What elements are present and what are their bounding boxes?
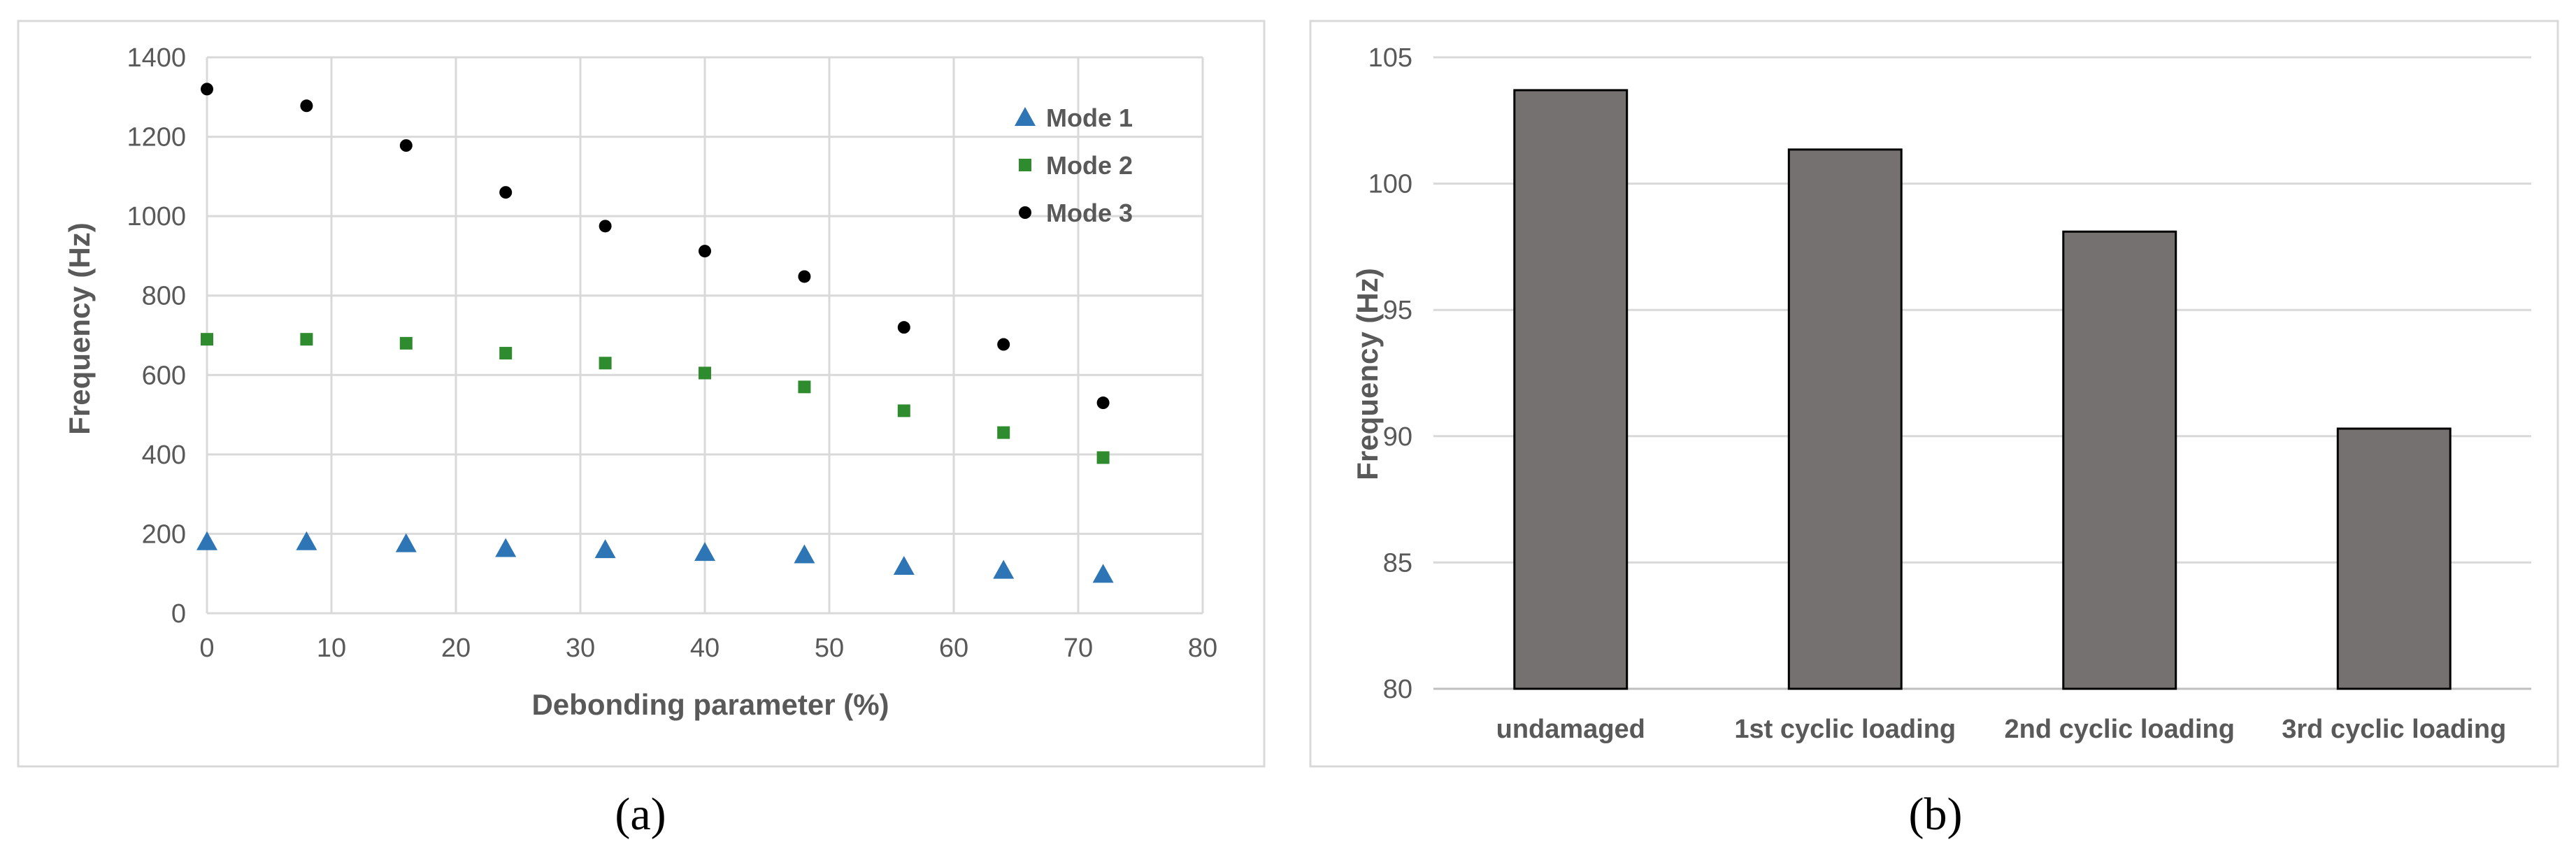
panel-a-point-mode-1 — [495, 538, 517, 557]
panel-a-x-tick-label: 60 — [939, 634, 968, 663]
panel-b-y-tick-label: 85 — [1383, 548, 1412, 578]
panel-a-point-mode-3 — [399, 139, 413, 152]
panel-a-x-tick-label: 80 — [1188, 634, 1217, 663]
panel-a-point-mode-1 — [395, 533, 417, 552]
panel-b-category-label: 3rd cyclic loading — [2282, 715, 2506, 744]
panel-a-point-mode-3 — [499, 186, 513, 199]
panel-a-point-mode-2 — [300, 333, 313, 346]
panel-a-x-tick-label: 50 — [815, 634, 844, 663]
panel-a-y-tick-label: 800 — [142, 282, 186, 311]
panel-a-point-mode-2 — [699, 366, 711, 380]
panel-a-y-tick-label: 400 — [142, 441, 186, 470]
legend-marker-mode-2 — [1019, 159, 1031, 171]
panel-a-point-mode-3 — [798, 270, 811, 283]
panel-a-point-mode-2 — [997, 426, 1010, 439]
panel-a-y-tick-label: 1400 — [127, 43, 186, 73]
panel-a-point-mode-1 — [893, 555, 915, 575]
panel-b-category-labels: undamaged 1st cyclic loading 2nd cyclic lo… — [1496, 715, 2507, 744]
legend-marker-mode-3 — [1019, 206, 1031, 219]
panel-a-x-tick-label: 30 — [566, 634, 595, 663]
panel-a-point-mode-2 — [399, 336, 413, 350]
panel-b-category-label: 1st cyclic loading — [1734, 715, 1956, 744]
panel-a-data-points — [196, 83, 1114, 583]
panel-a-point-mode-1 — [196, 531, 217, 550]
panel-a-y-tick-label: 200 — [142, 520, 186, 549]
panel-a-point-mode-2 — [499, 347, 513, 360]
panel-a-caption: (a) — [615, 789, 666, 840]
legend-label-mode-3: Mode 3 — [1046, 199, 1133, 227]
panel-a: 0 200 400 600 800 1000 1200 1400 0 10 20 30 40 50 60 7… — [17, 20, 1266, 768]
panel-a-point-mode-2 — [201, 333, 213, 346]
panel-b-bars — [1513, 89, 2452, 690]
panel-a-point-mode-1 — [993, 559, 1015, 579]
panel-a-x-tick-label: 20 — [441, 634, 471, 663]
panel-a-point-mode-3 — [997, 338, 1010, 351]
panel-a-x-tick-label: 40 — [690, 634, 720, 663]
panel-b-y-tick-labels: 80 85 90 95 100 105 — [1368, 43, 1412, 704]
panel-a-y-tick-labels: 0 200 400 600 800 1000 1200 1400 — [127, 43, 186, 629]
panel-a-point-mode-3 — [1096, 396, 1110, 410]
panel-b-caption: (b) — [1909, 789, 1963, 840]
panel-a-frame — [17, 20, 1266, 768]
panel-a-y-tick-label: 600 — [142, 361, 186, 390]
panel-a-y-tick-label: 1200 — [127, 123, 186, 152]
panel-a-x-tick-labels: 0 10 20 30 40 50 60 70 80 — [199, 634, 1217, 663]
bar-1 — [1513, 89, 1629, 690]
panel-a-gridlines — [206, 56, 1204, 615]
panel-b-y-tick-label: 80 — [1383, 675, 1412, 704]
panel-a-x-axis-title: Debonding parameter (%) — [531, 688, 889, 721]
panel-a-x-tick-label: 70 — [1064, 634, 1093, 663]
panel-a-point-mode-1 — [794, 544, 815, 564]
panel-a-point-mode-3 — [897, 321, 910, 334]
panel-a-point-mode-1 — [594, 539, 616, 559]
panel-b-category-label: 2nd cyclic loading — [2005, 715, 2235, 744]
bar-3 — [2062, 230, 2177, 690]
legend-label-mode-2: Mode 2 — [1046, 151, 1133, 180]
panel-a-point-mode-2 — [599, 357, 612, 370]
panel-a-point-mode-3 — [699, 245, 711, 258]
bar-4 — [2336, 427, 2452, 690]
panel-b-y-tick-label: 105 — [1368, 43, 1412, 73]
legend-label-mode-1: Mode 1 — [1046, 103, 1133, 132]
panel-b-y-tick-label: 95 — [1383, 296, 1412, 325]
panel-a-point-mode-1 — [1092, 564, 1114, 583]
panel-a-point-mode-2 — [897, 404, 910, 417]
panel-a-x-tick-label: 0 — [199, 634, 214, 663]
panel-b-y-tick-label: 90 — [1383, 422, 1412, 452]
panel-a-point-mode-1 — [694, 542, 715, 562]
panel-a-y-tick-label: 0 — [171, 599, 186, 629]
panel-a-x-tick-label: 10 — [317, 634, 346, 663]
panel-b: 80 85 90 95 100 105 undamaged 1st cyclic loadi… — [1309, 20, 2559, 768]
legend-marker-mode-1 — [1015, 107, 1036, 126]
panel-b-y-tick-label: 100 — [1368, 170, 1412, 199]
bar-2 — [1787, 148, 1903, 690]
panel-a-point-mode-3 — [300, 99, 313, 113]
panel-a-point-mode-2 — [798, 380, 811, 394]
panel-a-point-mode-2 — [1096, 451, 1110, 464]
panel-b-y-axis-title: Frequency (Hz) — [1351, 268, 1384, 480]
panel-a-point-mode-3 — [201, 83, 213, 96]
panel-a-legend: Mode 1 Mode 2 Mode 3 — [1015, 103, 1133, 227]
panel-a-y-axis-title: Frequency (Hz) — [63, 222, 96, 434]
panel-b-category-label: undamaged — [1496, 715, 1645, 744]
panel-a-y-tick-label: 1000 — [127, 202, 186, 231]
panel-a-point-mode-3 — [599, 220, 612, 233]
panel-a-point-mode-1 — [296, 531, 317, 550]
